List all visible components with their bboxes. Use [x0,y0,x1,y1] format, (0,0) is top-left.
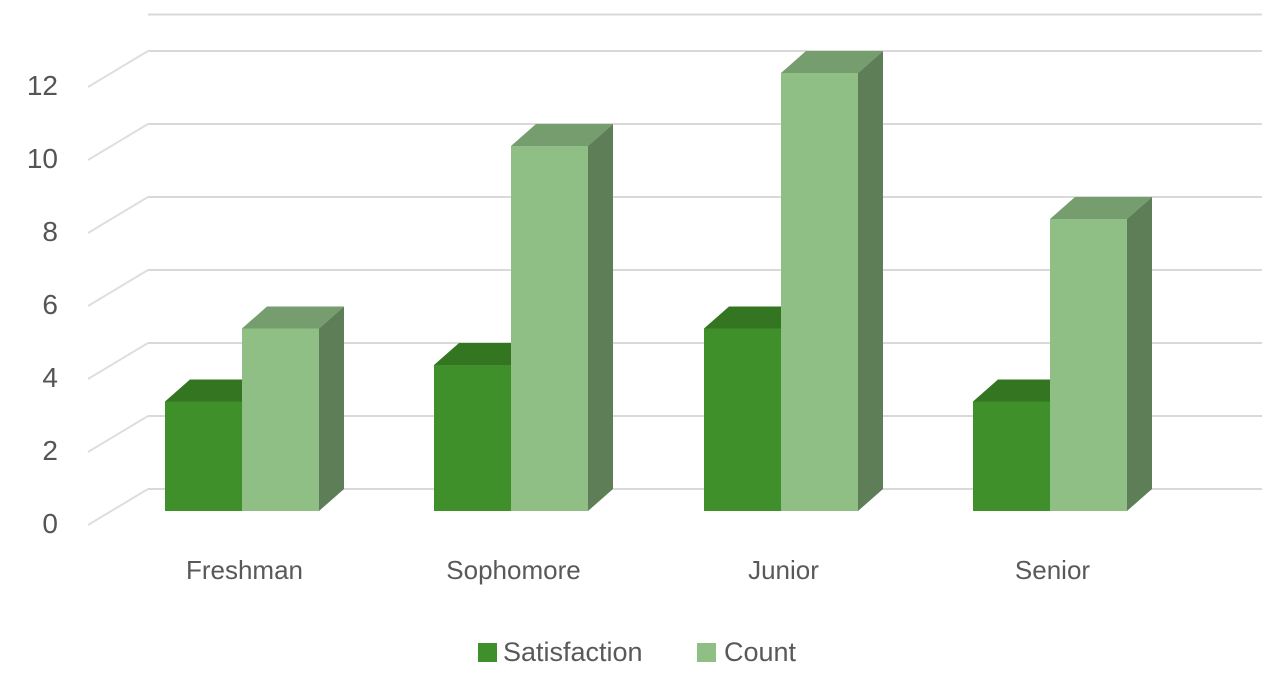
y-tick-label: 10 [27,143,58,174]
y-tick-label: 12 [27,70,58,101]
bar-top-face [165,379,267,402]
side-wall-gridline [87,123,149,161]
x-category-label: Senior [1015,555,1090,585]
bar-count-sophomore[interactable] [511,124,613,511]
bar-front-face [781,73,858,511]
bar-side-face [1127,197,1152,511]
x-category-label: Sophomore [446,555,580,585]
bar-top-face [242,306,344,329]
legend-item-count[interactable]: Count [697,637,797,667]
bar-top-face [781,51,883,73]
bar-front-face [704,328,781,511]
x-category-label: Junior [748,555,819,585]
bar-front-face [511,146,588,511]
y-tick-label: 6 [42,289,58,320]
y-tick-label: 8 [42,216,58,247]
legend-swatch [697,643,716,662]
side-wall-gridline [87,415,149,453]
bar-front-face [242,328,319,511]
bar-front-face [1050,219,1127,511]
bar-top-face [973,379,1075,402]
bars [165,51,1152,511]
bar-side-face [588,124,613,511]
bar-side-face [858,51,883,511]
legend-label: Satisfaction [503,637,643,667]
legend-swatch [478,643,497,662]
legend-item-satisfaction[interactable]: Satisfaction [478,637,643,667]
y-tick-label: 0 [42,508,58,539]
bar-front-face [165,401,242,511]
bar-top-face [434,343,536,365]
side-wall-gridline [87,488,149,526]
y-axis-ticks: 0 2 4 6 8 10 12 [27,70,58,539]
side-wall-gridline [87,342,149,380]
side-wall-gridline [87,50,149,88]
bar-count-freshman[interactable] [242,306,344,512]
bar-front-face [973,401,1050,511]
legend-label: Count [724,637,797,667]
side-wall-gridline [87,196,149,234]
bar-side-face [319,306,344,511]
x-axis-categories: Freshman Sophomore Junior Senior [186,555,1090,585]
bar-count-junior[interactable] [781,51,883,511]
bar-top-face [1050,197,1152,219]
legend: Satisfaction Count [478,637,797,667]
y-tick-label: 2 [42,435,58,466]
x-category-label: Freshman [186,555,303,585]
bar-top-face [511,124,613,146]
side-wall-gridline [87,269,149,307]
y-tick-label: 4 [42,362,58,393]
bar-front-face [434,365,511,511]
bar-count-senior[interactable] [1050,197,1152,511]
side-wall [87,50,149,526]
bar-top-face [704,306,806,329]
